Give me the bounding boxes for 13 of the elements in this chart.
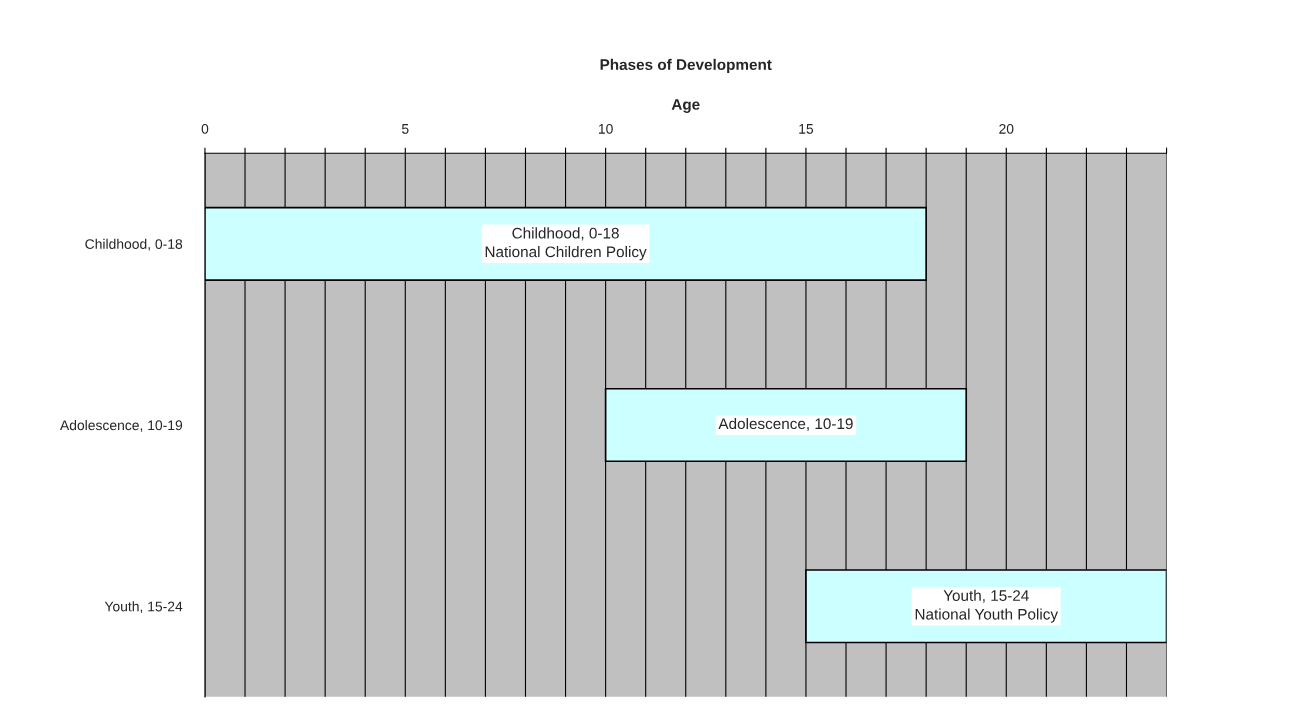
- x-tick-label: 20: [999, 123, 1014, 134]
- x-tick-label: 5: [401, 124, 409, 134]
- y-tick-label: Youth, 15-24: [104, 601, 183, 614]
- x-axis-title: Age: [671, 99, 700, 113]
- x-tick-label: 0: [201, 123, 209, 134]
- y-tick-label: Childhood, 0-18: [85, 238, 183, 251]
- y-tick-label: Adolescence, 10-19: [60, 419, 183, 432]
- chart-title: Phases of Development: [600, 58, 772, 74]
- data-label: Youth, 15-24 National Youth Policy: [915, 589, 1058, 623]
- x-tick-label: 10: [598, 123, 613, 134]
- data-label: Adolescence, 10-19: [718, 417, 853, 431]
- data-label: Childhood, 0-18 National Children Policy: [485, 227, 647, 261]
- x-tick-label: 15: [799, 124, 814, 134]
